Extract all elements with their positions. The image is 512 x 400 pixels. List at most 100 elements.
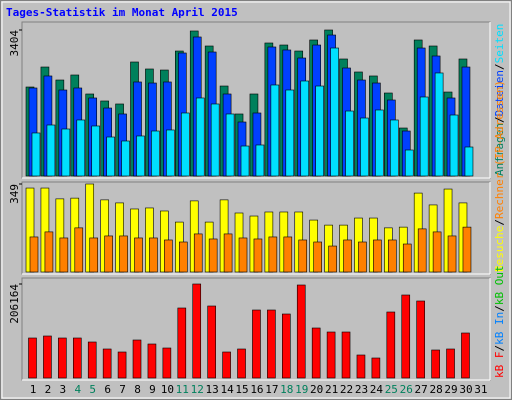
bar — [44, 231, 54, 273]
bar — [149, 237, 158, 273]
x-tick-label: 1 — [30, 383, 37, 396]
x-tick-label: 8 — [134, 383, 141, 396]
bar — [358, 241, 367, 273]
y-tick-label: 349 — [8, 184, 21, 204]
bar — [268, 236, 278, 273]
legend-separator: / — [493, 63, 506, 70]
bar — [181, 112, 190, 177]
bar — [300, 80, 310, 177]
bar — [449, 114, 459, 177]
bar — [193, 233, 203, 273]
legend-entry: kB Out — [493, 265, 506, 305]
bar — [267, 309, 276, 379]
x-tick-label: 4 — [74, 383, 81, 396]
legend-entry: Dateien — [493, 70, 506, 116]
bar — [222, 351, 231, 379]
x-tick-label: 2 — [45, 383, 52, 396]
x-tick-label: 16 — [250, 383, 263, 396]
bar — [58, 337, 67, 379]
legend: kB F/kB In/kB Out — [493, 265, 506, 378]
bar — [207, 305, 216, 379]
bar — [162, 347, 172, 379]
bar — [416, 300, 425, 379]
bar — [255, 144, 265, 177]
bar — [431, 349, 440, 379]
legend-entry: Seiten — [493, 24, 506, 64]
bar — [402, 243, 412, 273]
bar — [283, 236, 293, 273]
bar — [117, 351, 127, 379]
bar — [296, 284, 306, 379]
bar — [446, 348, 455, 379]
bar — [464, 146, 474, 177]
bar — [87, 341, 97, 379]
bar — [134, 237, 143, 273]
bar — [253, 238, 263, 273]
x-tick-label: 25 — [385, 383, 398, 396]
bar — [91, 125, 101, 177]
bar — [177, 307, 187, 379]
bar — [28, 337, 37, 379]
bar — [46, 124, 56, 177]
bar — [330, 47, 339, 177]
x-tick-label: 15 — [235, 383, 248, 396]
bar — [345, 110, 354, 177]
x-tick-label: 11 — [176, 383, 189, 396]
bar — [404, 149, 414, 177]
bar — [311, 327, 321, 379]
bar — [192, 283, 202, 379]
bar — [386, 311, 396, 379]
bar — [417, 228, 427, 273]
legend-entry: kB In — [493, 312, 506, 345]
bar — [74, 227, 84, 273]
bar — [136, 135, 145, 177]
x-tick-label: 29 — [444, 383, 457, 396]
x-tick-label: 14 — [220, 383, 234, 396]
bar — [462, 226, 472, 273]
bar — [432, 231, 442, 273]
bar — [343, 239, 352, 273]
bar — [43, 335, 52, 379]
bar — [371, 357, 381, 379]
bar — [356, 354, 366, 379]
bar — [447, 235, 457, 273]
bar — [298, 239, 308, 273]
bar — [240, 145, 250, 177]
legend: Anfragen/Dateien/Seiten — [493, 24, 506, 176]
bar — [210, 103, 220, 177]
bar — [119, 235, 128, 273]
x-tick-label: 30 — [459, 383, 472, 396]
x-tick-label: 27 — [415, 383, 428, 396]
bar — [315, 85, 324, 177]
bar — [401, 294, 411, 379]
bar — [461, 332, 470, 379]
bar — [59, 237, 69, 273]
legend-separator: / — [493, 116, 506, 123]
bar — [252, 309, 261, 379]
legend-separator: / — [493, 345, 506, 352]
bar — [76, 119, 86, 177]
legend-separator: / — [493, 305, 506, 312]
bar — [225, 113, 235, 177]
x-tick-label: 28 — [429, 383, 442, 396]
bar — [61, 128, 71, 177]
bar — [166, 129, 175, 177]
legend: Besuche/Rechner (IP-Adressen) — [493, 80, 506, 272]
x-tick-label: 24 — [370, 383, 384, 396]
chart-title: Tages-Statistik im Monat April 2015 — [6, 6, 238, 19]
x-tick-label: 5 — [89, 383, 96, 396]
legend-separator: / — [493, 219, 506, 226]
x-tick-label: 6 — [104, 383, 111, 396]
x-tick-label: 22 — [340, 383, 353, 396]
bar — [313, 241, 322, 273]
x-tick-label: 13 — [206, 383, 219, 396]
bar — [434, 72, 444, 177]
bar — [132, 339, 142, 379]
legend-entry: Rechner (IP-Adressen) — [493, 80, 506, 219]
bar — [237, 348, 246, 379]
bar — [89, 237, 99, 273]
bar — [104, 235, 113, 273]
x-tick-label: 17 — [265, 383, 278, 396]
bar — [341, 331, 351, 379]
